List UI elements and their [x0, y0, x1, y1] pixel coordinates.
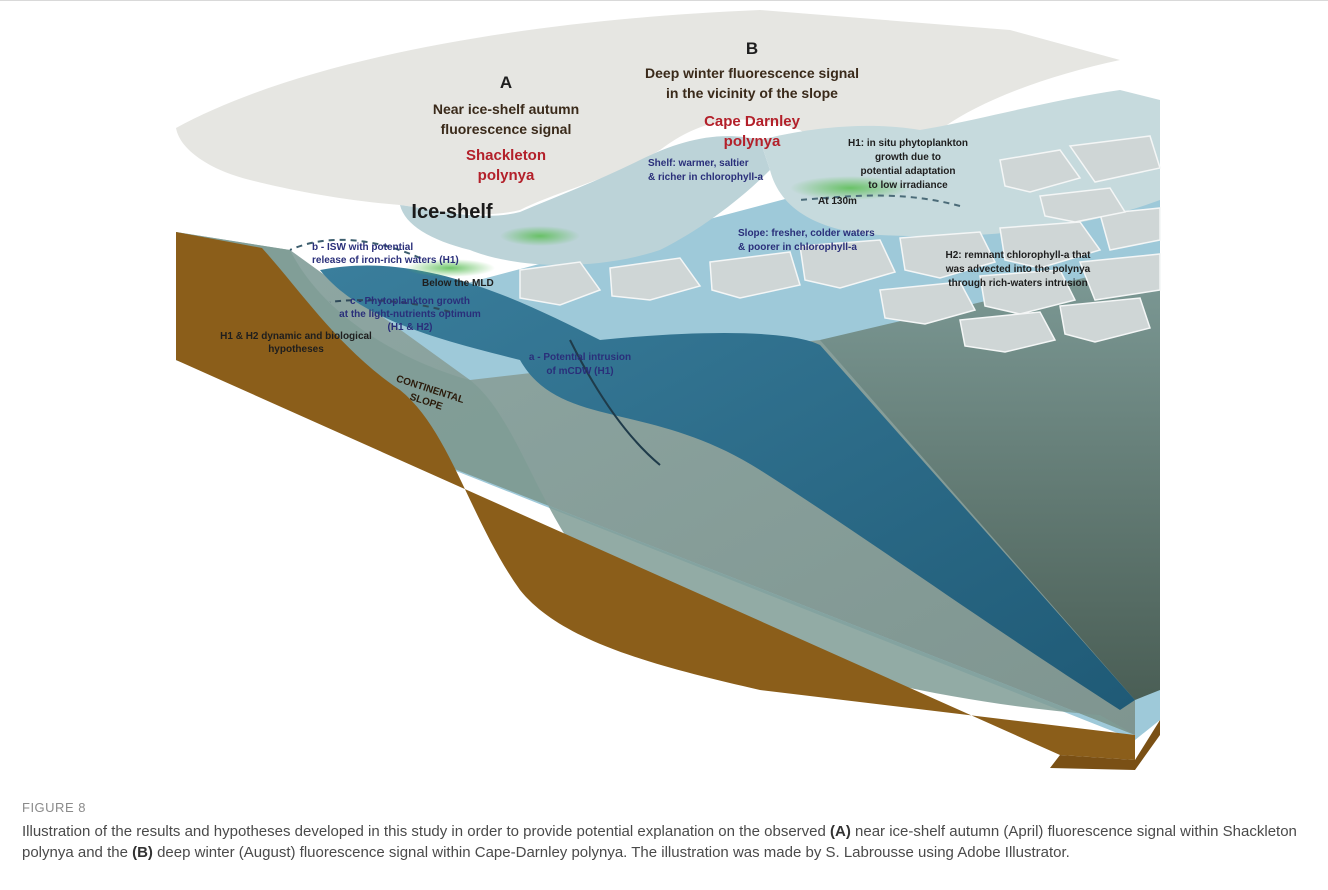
caption-segment: near ice-shelf autumn (April) fluorescen… [22, 823, 1297, 861]
slope-note-1: Slope: fresher, colder waters [738, 228, 875, 239]
sea-ice-floes [519, 135, 1161, 353]
h1-note-3: potential adaptation [861, 166, 956, 177]
deep-water-mass [320, 265, 1135, 710]
circulation-arrow-isw [289, 238, 421, 259]
cape-darnley-title-1: Cape Darnley [704, 113, 801, 130]
h1-note-4: to low irradiance [868, 180, 948, 191]
slope-note-2: & poorer in chlorophyll-a [738, 242, 857, 253]
figure-caption: FIGURE 8 Illustration of the results and… [22, 800, 1312, 863]
cape-darnley-title-2: polynya [724, 133, 781, 150]
shelf-note-2: & richer in chlorophyll-a [648, 172, 763, 183]
water-column [176, 232, 1135, 735]
shackleton-polynya-water [400, 136, 770, 265]
caption-text: Illustration of the results and hypothes… [22, 821, 1312, 863]
c-note-3: (H1 & H2) [387, 322, 432, 333]
at-130m-label: At 130m [818, 196, 857, 207]
circulation-arrow-mcdw [569, 339, 661, 466]
caption-panel-ref: (A) [830, 823, 851, 840]
b-note-2: release of iron-rich waters (H1) [312, 255, 459, 266]
h2-note-1: H2: remnant chlorophyll-a that [945, 250, 1091, 261]
shackleton-title-1: Shackleton [466, 147, 546, 164]
chlorophyll-patch-shackleton [500, 226, 580, 246]
continental-slope-sediment [176, 232, 1135, 760]
c-note-2: at the light-nutrients optimum [339, 309, 481, 320]
chlorophyll-patch-below-mld [405, 259, 495, 277]
shelf-note-1: Shelf: warmer, saltier [648, 158, 749, 169]
caption-segment: Illustration of the results and hypothes… [22, 823, 831, 840]
circulation-arrow-c [329, 299, 451, 313]
below-mld-label: Below the MLD [422, 278, 494, 289]
caption-panel-ref: (B) [132, 844, 153, 861]
ice-shelf-surface [176, 10, 1120, 215]
figure-illustration: A Near ice-shelf autumn fluorescence sig… [176, 10, 1161, 770]
hypotheses-note-1: H1 & H2 dynamic and biological [220, 331, 372, 342]
a-note-2: of mCDW (H1) [546, 366, 613, 377]
b-note-1: b - ISW with potential [312, 242, 413, 253]
panel-b-line1: Deep winter fluorescence signal [645, 65, 859, 81]
a-note-1: a - Potential intrusion [529, 352, 631, 363]
h2-note-2: was advected into the polynya [945, 264, 1091, 275]
panel-a-line2: fluorescence signal [441, 121, 572, 137]
panel-a-letter: A [500, 73, 512, 92]
shackleton-title-2: polynya [478, 167, 535, 184]
chlorophyll-patch-cape-darnley [790, 176, 910, 200]
hypotheses-note-2: hypotheses [268, 344, 324, 355]
h2-note-3: through rich-waters intrusion [948, 278, 1087, 289]
h1-note-2: growth due to [875, 152, 941, 163]
sediment-bottom-band [1050, 720, 1160, 770]
panel-b-letter: B [746, 39, 758, 58]
caption-segment: deep winter (August) fluorescence signal… [152, 844, 1070, 861]
ice-shelf-label: Ice-shelf [411, 201, 492, 223]
circulation-arrow-h2 [799, 194, 961, 207]
c-note-1: c - Phytoplankton growth [350, 296, 470, 307]
panel-a-line1: Near ice-shelf autumn [433, 101, 579, 117]
h1-note-1: H1: in situ phytoplankton [848, 138, 968, 149]
figure-number: FIGURE 8 [22, 800, 86, 815]
panel-b-line2: in the vicinity of the slope [666, 85, 838, 101]
